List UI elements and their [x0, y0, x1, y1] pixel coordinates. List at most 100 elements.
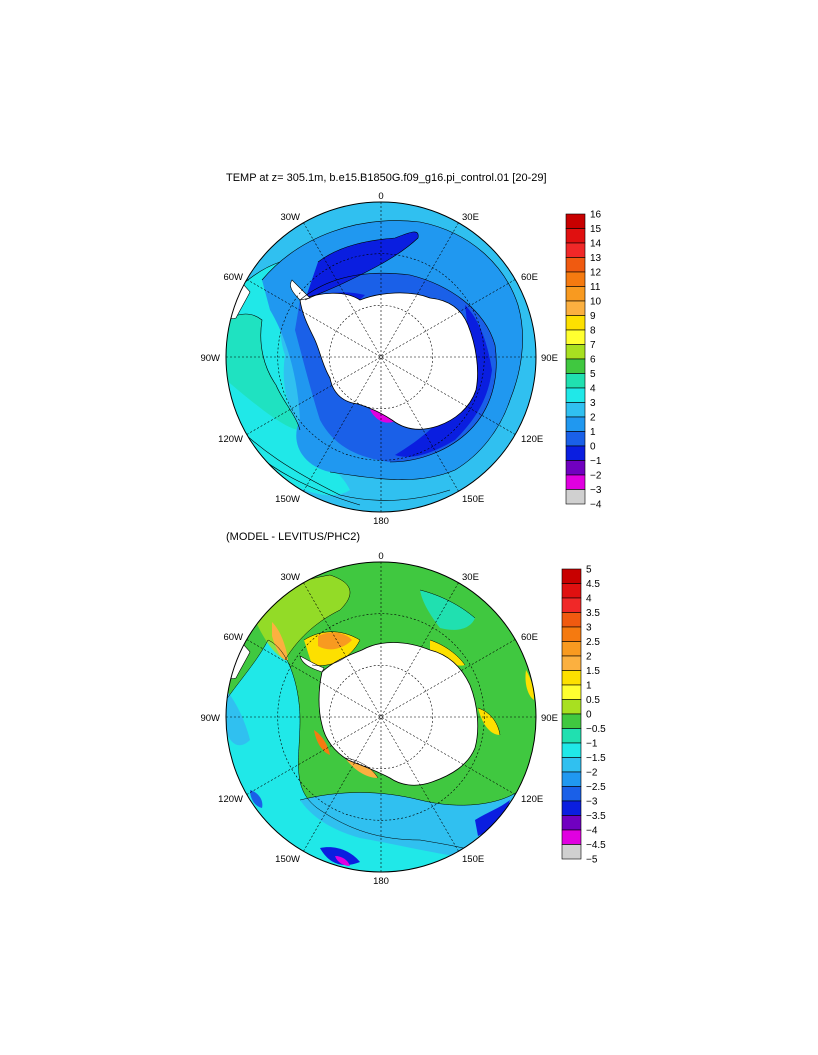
colorbar-box [561, 699, 582, 715]
colorbar-box [565, 257, 586, 273]
lon-label-120w: 120W [218, 434, 243, 445]
lon-label-90w: 90W [200, 713, 220, 724]
colorbar-box [565, 329, 586, 345]
colorbar-box [561, 655, 582, 671]
colorbar-level-label: 15 [590, 224, 602, 235]
colorbar-level-label: 5 [590, 369, 596, 380]
colorbar-level-label: 16 [590, 210, 602, 221]
colorbar-level-label: 2.5 [586, 637, 600, 648]
colorbar-box [565, 373, 586, 389]
colorbar-level-label: 4.5 [586, 579, 600, 590]
colorbar-box [561, 612, 582, 628]
colorbar-level-label: −2 [586, 768, 598, 779]
colorbar-box [561, 583, 582, 599]
panel-title-difference: (MODEL - LEVITUS/PHC2) [226, 531, 361, 543]
colorbar-box [561, 626, 582, 642]
colorbar-level-label: −2 [590, 471, 602, 482]
colorbar-level-label: −0.5 [586, 724, 606, 735]
lon-label-60e: 60E [521, 272, 538, 283]
lon-label-0: 0 [378, 551, 383, 562]
colorbar-box [565, 474, 586, 490]
colorbar-level-label: 6 [590, 355, 596, 366]
lon-label-0: 0 [378, 191, 383, 202]
colorbar-level-label: 5 [586, 565, 592, 576]
colorbar-box [565, 344, 586, 360]
colorbar-box [565, 300, 586, 316]
colorbar-level-label: 13 [590, 253, 602, 264]
colorbar-box [561, 742, 582, 758]
colorbar-level-label: −1 [590, 456, 602, 467]
lon-label-150e: 150E [462, 854, 484, 865]
lon-label-120e: 120E [521, 794, 543, 805]
colorbar-level-label: 0 [590, 442, 596, 453]
colorbar-level-label: 14 [590, 239, 602, 250]
colorbar-box [565, 387, 586, 403]
lon-label-120e: 120E [521, 434, 543, 445]
colorbar-box [565, 402, 586, 418]
lon-label-120w: 120W [218, 794, 243, 805]
colorbar-level-label: 2 [590, 413, 596, 424]
lon-label-90w: 90W [200, 353, 220, 364]
colorbar-level-label: 0.5 [586, 695, 600, 706]
colorbar-box [565, 416, 586, 432]
colorbar-box [561, 713, 582, 729]
lon-label-150w: 150W [275, 494, 300, 505]
colorbar-level-label: 3 [590, 398, 596, 409]
colorbar-level-label: 1 [586, 681, 592, 692]
colorbar-box [561, 844, 582, 860]
colorbar-box [565, 228, 586, 244]
colorbar-box [565, 489, 586, 505]
lon-label-60w: 60W [223, 272, 243, 283]
polar-map-difference: 0 30E 60E 90E 120E 150E 180 150W 120W 90… [200, 551, 557, 887]
colorbar-box [561, 771, 582, 787]
lon-label-180: 180 [373, 516, 389, 527]
colorbar-level-label: 8 [590, 326, 596, 337]
lon-label-30w: 30W [280, 212, 300, 223]
colorbar-box [561, 597, 582, 613]
colorbar-level-label: 7 [590, 340, 596, 351]
colorbar-box [565, 358, 586, 374]
colorbar-level-label: 9 [590, 311, 596, 322]
colorbar-level-label: 1.5 [586, 666, 600, 677]
colorbar-level-label: −3 [590, 485, 602, 496]
colorbar-box [561, 568, 582, 584]
colorbar-level-label: 4 [586, 594, 592, 605]
colorbar-level-label: 11 [590, 282, 601, 293]
colorbar-box [565, 271, 586, 287]
colorbar-box [561, 670, 582, 686]
polar-map-temp: 0 30E 60E 90E 120E 150E 180 150W 120W 90… [200, 191, 557, 527]
colorbar-difference: 5 4.5 4 3.5 3 2.5 2 1.5 1 0.5 0 −0.5 −1 −1.5 −2 −2.5 −3 −… [561, 565, 606, 866]
colorbar-box [565, 445, 586, 461]
colorbar-box [565, 431, 586, 447]
colorbar-box [561, 815, 582, 831]
colorbar-level-label: −4 [586, 826, 598, 837]
colorbar-box [565, 242, 586, 258]
colorbar-level-label: −1 [586, 739, 598, 750]
lon-label-30e: 30E [462, 212, 479, 223]
colorbar-level-label: −1.5 [586, 753, 606, 764]
colorbar-box [565, 315, 586, 331]
colorbar-level-label: −2.5 [586, 782, 606, 793]
lon-label-90e: 90E [541, 353, 558, 364]
colorbar-level-label: 12 [590, 268, 602, 279]
colorbar-level-label: 3.5 [586, 608, 600, 619]
lon-label-60w: 60W [223, 632, 243, 643]
panel-title-temp: TEMP at z= 305.1m, b.e15.B1850G.f09_g16.… [226, 172, 547, 184]
colorbar-box [561, 684, 582, 700]
colorbar-box [565, 286, 586, 302]
lon-label-30e: 30E [462, 572, 479, 583]
colorbar-level-label: −4 [590, 500, 602, 511]
lon-label-60e: 60E [521, 632, 538, 643]
colorbar-level-label: 3 [586, 623, 592, 634]
colorbar-box [561, 786, 582, 802]
colorbar-box [561, 829, 582, 845]
colorbar-box [561, 800, 582, 816]
colorbar-box [561, 728, 582, 744]
lon-label-30w: 30W [280, 572, 300, 583]
colorbar-box [561, 641, 582, 657]
lon-label-90e: 90E [541, 713, 558, 724]
colorbar-box [565, 460, 586, 476]
colorbar-level-label: 4 [590, 384, 596, 395]
